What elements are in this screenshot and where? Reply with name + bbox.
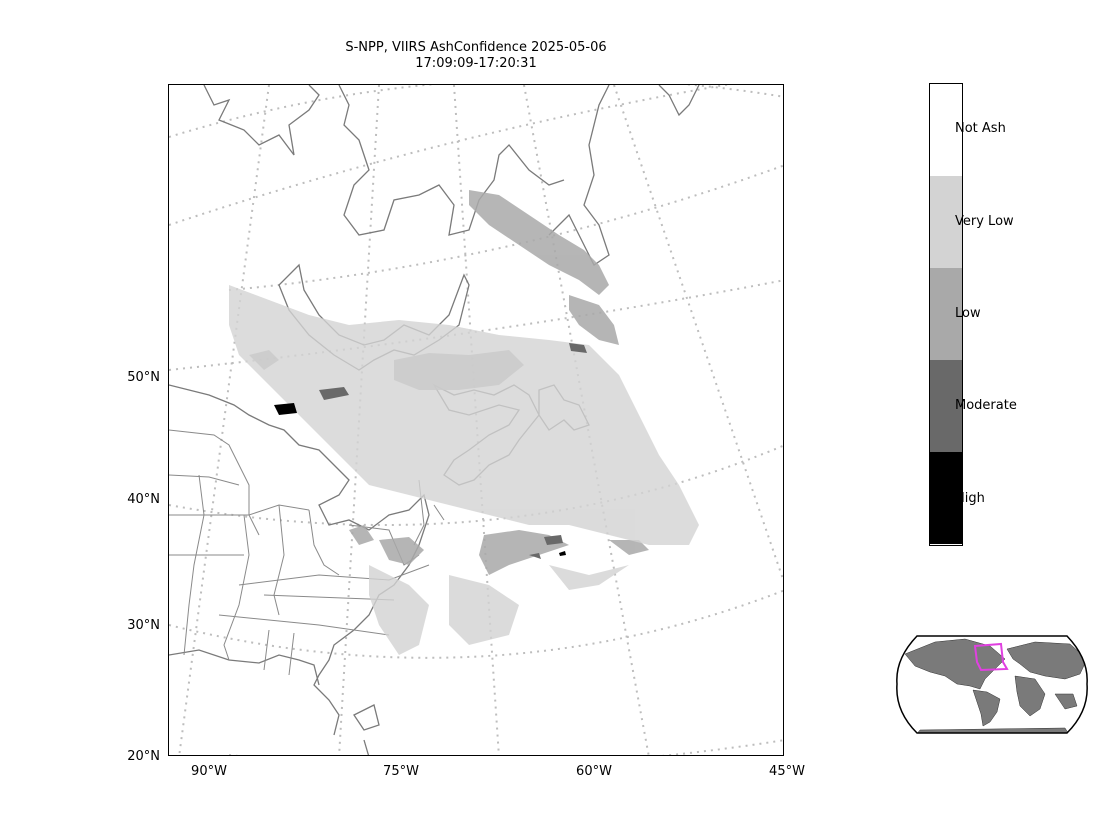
lat-label-50n: 50°N [127, 370, 160, 385]
ash-moderate-regions [319, 343, 587, 559]
legend-label-moderate: Moderate [955, 398, 1017, 413]
colorbar-segment-not-ash [930, 84, 962, 176]
colorbar-segment-low [930, 268, 962, 360]
lon-label-60w: 60°W [576, 764, 612, 779]
inset-world-map [895, 634, 1089, 740]
inset-extent-box [973, 642, 1009, 672]
lat-label-20n: 20°N [127, 749, 160, 764]
title-line-2: 17:09:09-17:20:31 [415, 56, 537, 71]
colorbar [929, 83, 963, 546]
map-title: S-NPP, VIIRS AshConfidence 2025-05-06 17… [276, 40, 676, 72]
colorbar-segment-very-low [930, 176, 962, 268]
map-canvas [169, 85, 783, 755]
legend-label-very-low: Very Low [955, 214, 1014, 229]
lon-label-45w: 45°W [769, 764, 805, 779]
ash-verylow-regions [229, 285, 699, 655]
lat-label-40n: 40°N [127, 492, 160, 507]
colorbar-segment-moderate [930, 360, 962, 452]
ash-high-regions [274, 403, 566, 556]
inset-globe-outline [896, 635, 1088, 734]
lon-label-75w: 75°W [383, 764, 419, 779]
lon-label-90w: 90°W [191, 764, 227, 779]
legend-label-not-ash: Not Ash [955, 121, 1006, 136]
legend-label-low: Low [955, 306, 981, 321]
colorbar-segment-high [930, 452, 962, 544]
main-map[interactable] [168, 84, 784, 756]
lat-label-30n: 30°N [127, 618, 160, 633]
legend-label-high: High [955, 491, 985, 506]
inset-land [904, 638, 1088, 733]
title-line-1: S-NPP, VIIRS AshConfidence 2025-05-06 [345, 40, 607, 55]
